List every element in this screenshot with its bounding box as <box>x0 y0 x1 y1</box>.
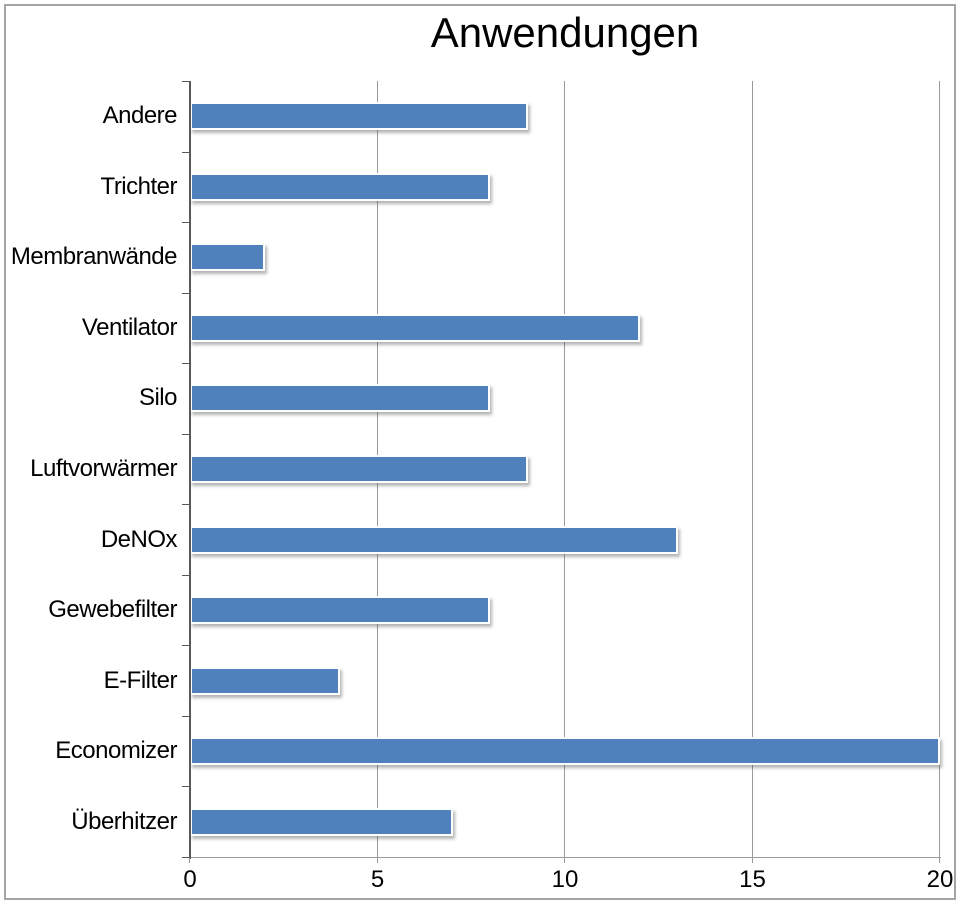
category-label-Luftvorwärmer: Luftvorwärmer <box>30 455 177 482</box>
gridline-20 <box>939 81 940 857</box>
bar-Gewebefilter <box>190 596 490 625</box>
bar-Überhitzer <box>190 807 453 836</box>
value-tick-5 <box>376 858 378 863</box>
category-tick <box>182 575 189 576</box>
value-tick-label-5: 5 <box>370 866 385 893</box>
category-label-Überhitzer: Überhitzer <box>71 807 177 835</box>
bar-Andere <box>190 102 528 131</box>
bar-Luftvorwärmer <box>190 455 528 483</box>
value-tick-label-10: 10 <box>551 866 579 893</box>
bar-DeNOx <box>190 525 678 554</box>
category-label-Ventilator: Ventilator <box>81 313 178 341</box>
bar-Economizer <box>190 737 940 766</box>
category-label-Membranwände: Membranwände <box>10 243 178 271</box>
bar-Ventilator <box>190 313 640 342</box>
category-label-E-Filter: E-Filter <box>103 666 178 694</box>
bar-Silo <box>190 384 490 413</box>
gridline-15 <box>751 81 753 857</box>
bar-Membranwände <box>190 243 265 272</box>
category-label-Economizer: Economizer <box>55 737 177 765</box>
category-tick <box>182 152 189 153</box>
category-axis-line <box>189 81 191 859</box>
value-tick-label-20: 20 <box>926 866 954 893</box>
category-label-Silo: Silo <box>138 384 178 412</box>
category-tick <box>182 363 189 364</box>
chart-title: Anwendungen <box>430 9 700 56</box>
category-tick <box>182 222 189 223</box>
category-tick <box>182 716 189 717</box>
value-tick-label-0: 0 <box>183 866 197 893</box>
category-label-Trichter: Trichter <box>100 172 178 200</box>
value-tick-0 <box>189 858 190 863</box>
value-tick-10 <box>564 858 565 863</box>
category-tick <box>182 786 189 787</box>
value-tick-15 <box>751 858 753 863</box>
value-axis-line <box>190 857 941 858</box>
category-tick <box>182 504 189 505</box>
category-tick <box>182 857 189 858</box>
value-tick-label-15: 15 <box>739 866 766 893</box>
category-label-DeNOx: DeNOx <box>100 525 178 553</box>
value-tick-20 <box>939 858 940 863</box>
category-label-Gewebefilter: Gewebefilter <box>48 596 177 624</box>
category-tick <box>182 293 189 294</box>
category-label-Andere: Andere <box>102 102 178 130</box>
gridline-10 <box>564 81 565 857</box>
category-tick <box>182 645 189 646</box>
category-tick <box>182 81 189 82</box>
category-tick <box>182 434 189 435</box>
bar-E-Filter <box>190 666 340 695</box>
bar-Trichter <box>190 172 490 201</box>
